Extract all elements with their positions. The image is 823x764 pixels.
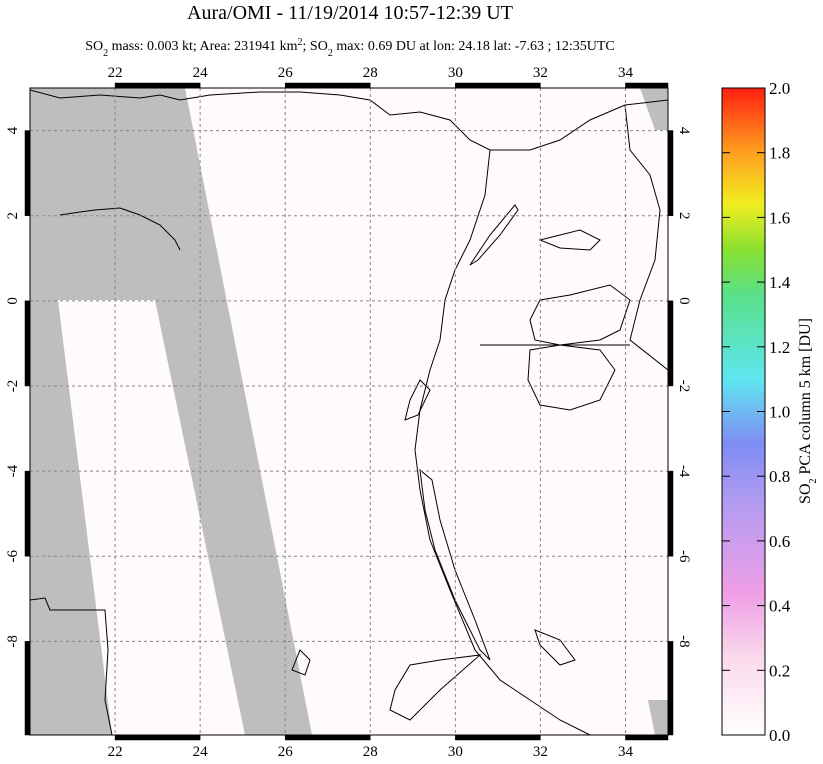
- no-data-swath: [30, 88, 312, 735]
- y-tick-label: 2: [676, 212, 692, 220]
- colorbar-tick-label: 1.8: [769, 144, 790, 163]
- y-tick-label: -6: [5, 549, 21, 562]
- subtitle: SO2 mass: 0.003 kt; Area: 231941 km2; SO…: [85, 37, 615, 59]
- frame-bar: [284, 82, 371, 89]
- x-tick-label: 22: [108, 744, 123, 759]
- frame-bar: [24, 130, 31, 216]
- frame-bar: [24, 300, 31, 387]
- frame-bar: [24, 470, 31, 557]
- frame-bar: [455, 734, 541, 741]
- y-tick-label: -2: [5, 380, 21, 393]
- frame-bar: [455, 82, 541, 89]
- y-tick-label: -4: [676, 465, 692, 478]
- y-tick-label: -2: [676, 380, 692, 393]
- y-tick-label: -6: [676, 550, 692, 563]
- frame-bar: [667, 130, 674, 216]
- y-tick-label: -8: [5, 635, 21, 648]
- y-tick-label: 2: [5, 212, 21, 220]
- x-tick-label: 26: [278, 65, 294, 81]
- y-tick-label: 0: [676, 297, 692, 305]
- text-part: 2: [103, 48, 108, 59]
- frame-bar: [114, 734, 201, 741]
- frame-bar: [625, 82, 669, 89]
- colorbar-tick-label: 0.0: [769, 726, 790, 745]
- x-tick-label: 24: [193, 65, 209, 81]
- colorbar-ticks: 0.0 0.2 0.4 0.6 0.8 1.0 1.2 1.4 1.6 1.8 2.0: [722, 79, 791, 745]
- frame-bars: [24, 82, 674, 741]
- x-tick-label: 24: [193, 744, 209, 759]
- x-tick-label: 28: [363, 65, 378, 81]
- x-tick-label: 34: [618, 65, 634, 81]
- x-tick-label: 22: [108, 65, 123, 81]
- text-part: 2: [328, 48, 333, 59]
- text-part: mass: 0.003 kt; Area: 231941 km: [108, 39, 297, 54]
- y-tick-label: 0: [5, 297, 21, 305]
- frame-bar: [667, 300, 674, 387]
- frame-bar: [284, 734, 371, 741]
- text-part: 2: [298, 37, 303, 48]
- frame-bar: [667, 470, 674, 557]
- grid: [30, 88, 668, 735]
- y-tick-label: -8: [676, 635, 692, 648]
- colorbar-tick-label: 1.0: [769, 403, 790, 422]
- x-tick-label: 30: [448, 744, 463, 759]
- colorbar-label: SO2 PCA column 5 km [DU]: [797, 318, 819, 504]
- text-part: max: 0.69 DU at lon: 24.18 lat: -7.63 ; …: [333, 39, 615, 54]
- colorbar-tick-label: 0.6: [769, 532, 790, 551]
- frame-bar: [114, 82, 201, 89]
- title: Aura/OMI - 11/19/2014 10:57-12:39 UT: [187, 2, 513, 24]
- y-tick-label: -4: [5, 464, 21, 477]
- frame-bar: [667, 641, 674, 736]
- text-part: SO: [85, 39, 103, 54]
- frame-bar: [24, 641, 31, 736]
- colorbar-tick-label: 0.8: [769, 467, 790, 486]
- colorbar-tick-label: 2.0: [769, 79, 790, 98]
- y-tick-label: 4: [5, 126, 21, 134]
- text-part: PCA column 5 km [DU]: [797, 318, 814, 478]
- frame-bar: [625, 734, 669, 741]
- colorbar-tick-label: 0.4: [769, 597, 791, 616]
- x-tick-label: 34: [618, 744, 634, 759]
- y-tick-label: 4: [676, 127, 692, 135]
- x-tick-label: 28: [363, 744, 378, 759]
- map: [30, 88, 668, 735]
- text-part: SO: [797, 484, 814, 504]
- x-tick-label: 30: [448, 65, 463, 81]
- colorbar-tick-label: 1.4: [769, 273, 791, 292]
- coastlines: [30, 89, 668, 735]
- x-tick-label: 26: [278, 744, 294, 759]
- colorbar-tick-label: 1.2: [769, 338, 790, 357]
- colorbar-tick-label: 1.6: [769, 208, 790, 227]
- no-data-swath: [648, 700, 668, 735]
- text-part: 2: [808, 479, 819, 484]
- text-part: ; SO: [303, 39, 328, 54]
- x-tick-label: 32: [533, 744, 548, 759]
- colorbar-tick-label: 0.2: [769, 661, 790, 680]
- x-tick-label: 32: [533, 65, 548, 81]
- no-data-swath: [640, 88, 668, 130]
